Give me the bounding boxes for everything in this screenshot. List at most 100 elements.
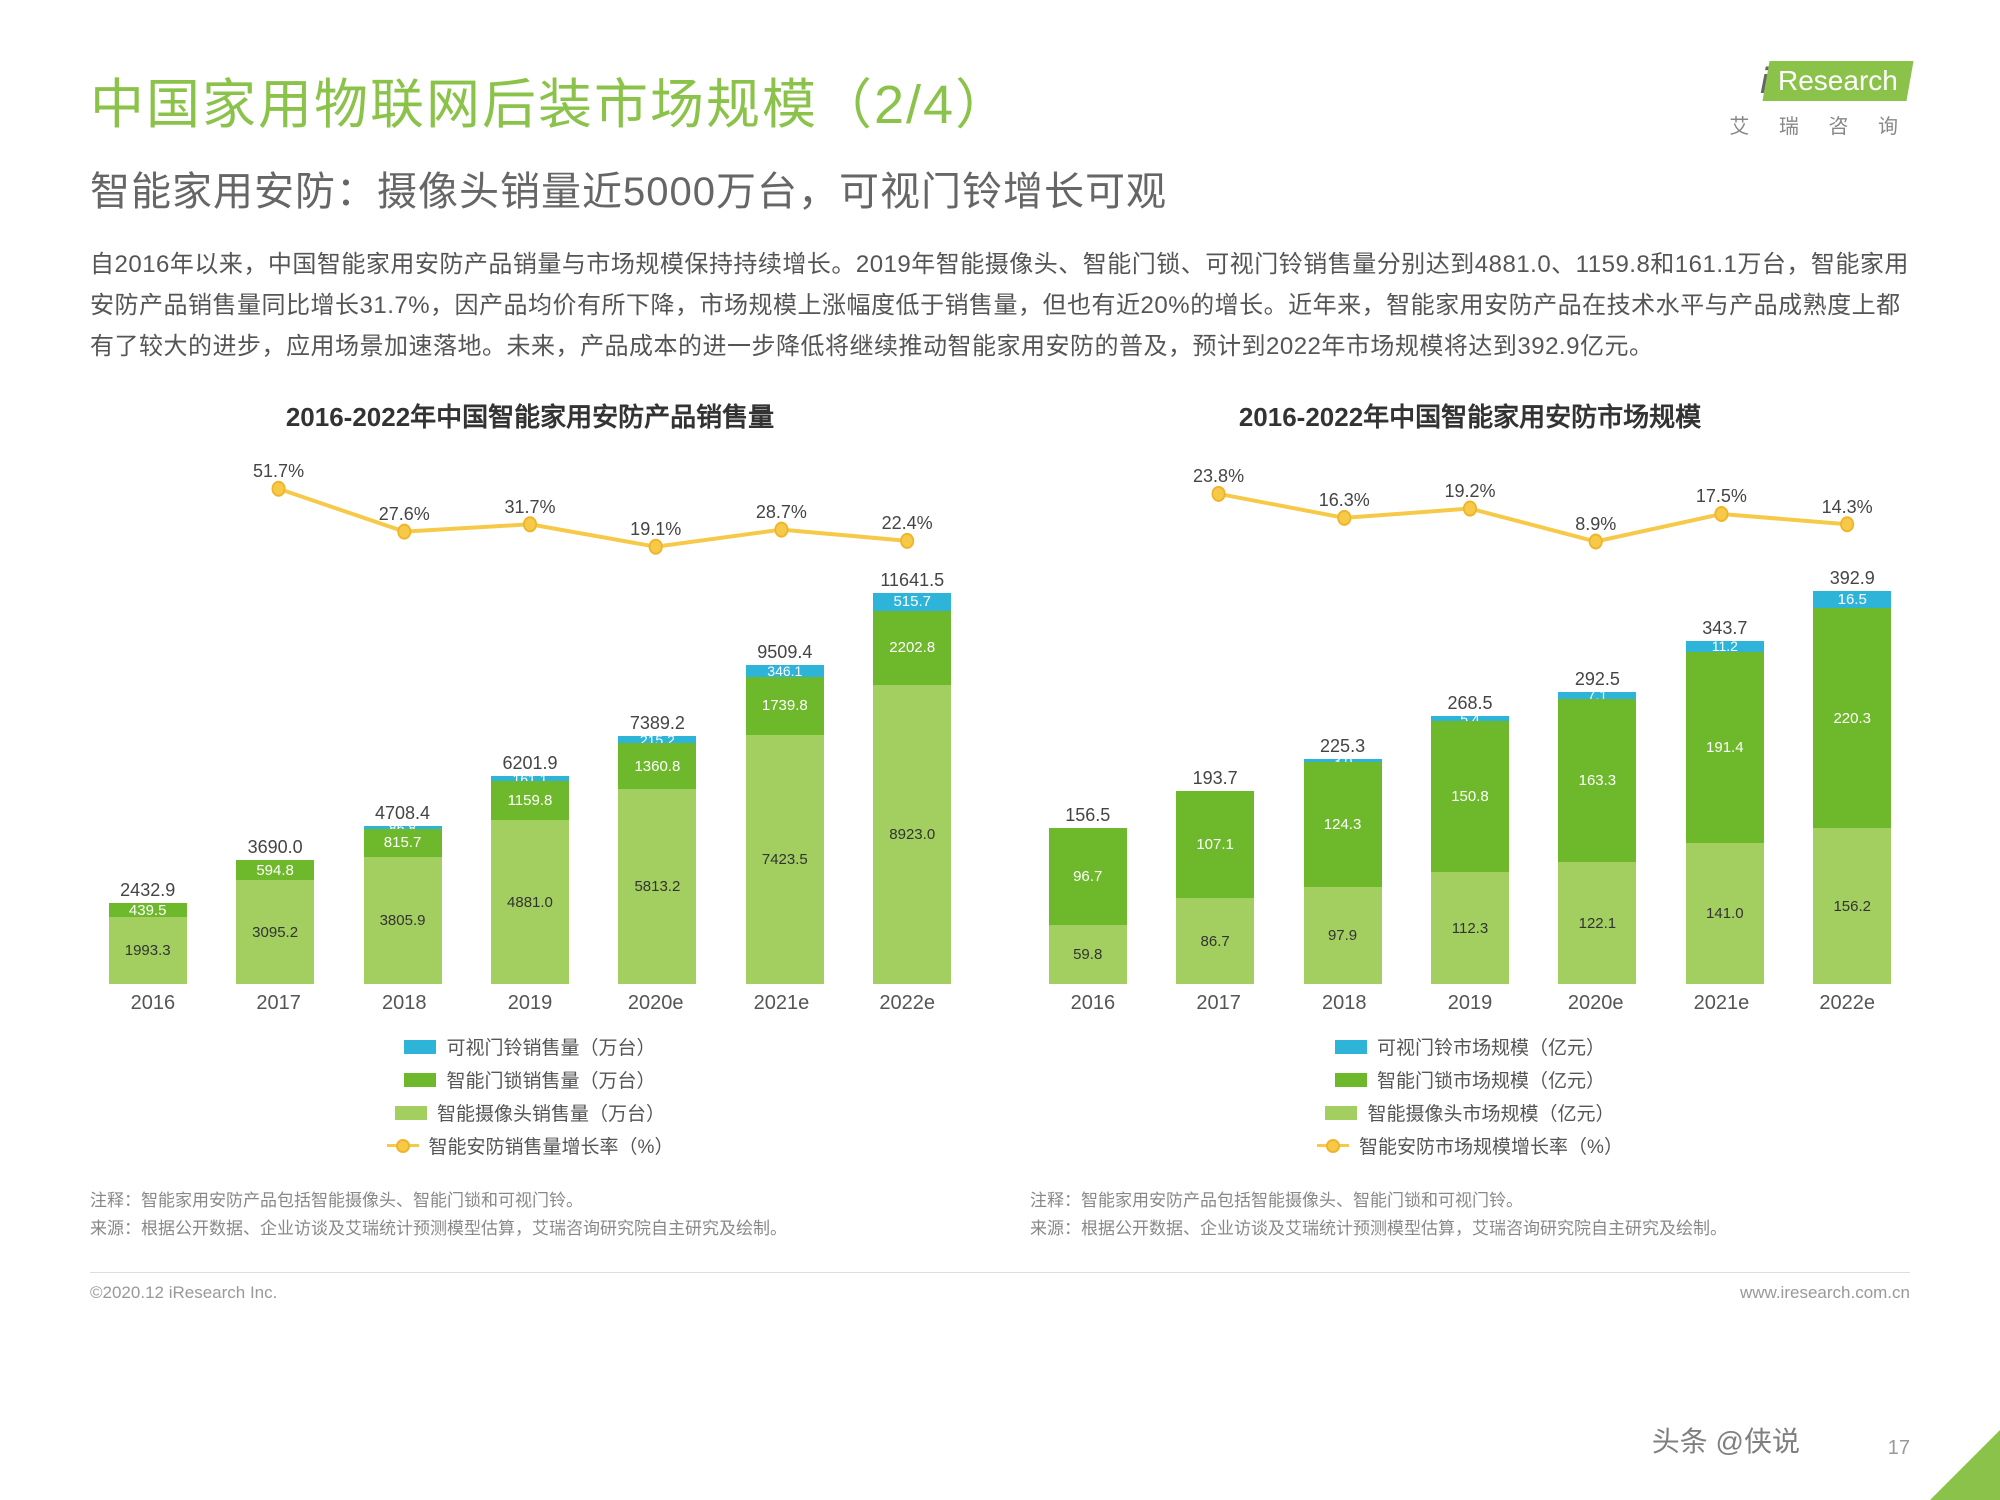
bar-segment: 112.3 bbox=[1431, 872, 1509, 984]
logo: i Research 艾 瑞 咨 询 bbox=[1729, 60, 1910, 139]
bar-stack: 5813.21360.8215.2 bbox=[618, 736, 696, 984]
chart-right-legend: 可视门铃市场规模（亿元） 智能门锁市场规模（亿元） 智能摄像头市场规模（亿元） 智能安… bbox=[1030, 1033, 1910, 1159]
bar-total: 9509.4 bbox=[757, 642, 812, 663]
corner-accent bbox=[1930, 1430, 2000, 1500]
bar-segment: 439.5 bbox=[109, 903, 187, 918]
bar-segment: 11.2 bbox=[1686, 641, 1764, 652]
bar-stack: 8923.02202.8515.7 bbox=[873, 593, 951, 984]
chart-left-legend: 可视门铃销售量（万台） 智能门锁销售量（万台） 智能摄像头销售量（万台） 智能安防销售… bbox=[90, 1033, 970, 1159]
x-tick: 2022e bbox=[1784, 992, 1910, 1015]
legend-item: 智能摄像头市场规模（亿元） bbox=[1325, 1099, 1614, 1126]
x-tick: 2017 bbox=[1156, 992, 1282, 1015]
bar-segment: 3805.9 bbox=[364, 857, 442, 985]
legend-item: 可视门铃市场规模（亿元） bbox=[1335, 1033, 1605, 1060]
bar-stack: 3805.9815.786.8 bbox=[364, 826, 442, 984]
legend-label: 智能摄像头市场规模（亿元） bbox=[1367, 1099, 1614, 1126]
legend-item: 智能门锁销售量（万台） bbox=[404, 1066, 655, 1093]
legend-item: 智能门锁市场规模（亿元） bbox=[1335, 1066, 1605, 1093]
header: 中国家用物联网后装市场规模（2/4） i Research 艾 瑞 咨 询 bbox=[90, 60, 1910, 139]
x-tick: 2022e bbox=[844, 992, 970, 1015]
x-tick: 2016 bbox=[1030, 992, 1156, 1015]
bar-stack: 7423.51739.8346.1 bbox=[746, 665, 824, 985]
bar-stack: 97.9124.33.0 bbox=[1304, 759, 1382, 984]
bar-segment: 2202.8 bbox=[873, 611, 951, 685]
bar-total: 392.9 bbox=[1830, 568, 1875, 589]
legend-line-swatch bbox=[387, 1144, 419, 1147]
bar-total: 3690.0 bbox=[248, 837, 303, 858]
bar-stack: 122.1163.37.1 bbox=[1558, 692, 1636, 984]
legend-label: 可视门铃销售量（万台） bbox=[446, 1033, 655, 1060]
bar-segment: 156.2 bbox=[1813, 828, 1891, 984]
logo-flag: Research bbox=[1763, 61, 1914, 101]
page-number: 17 bbox=[1888, 1437, 1910, 1460]
subtitle: 智能家用安防：摄像头销量近5000万台，可视门铃增长可观 bbox=[90, 159, 1910, 217]
legend-label: 智能门锁销售量（万台） bbox=[446, 1066, 655, 1093]
body-paragraph: 自2016年以来，中国智能家用安防产品销量与市场规模保持持续增长。2019年智能… bbox=[90, 245, 1910, 367]
bar-segment: 141.0 bbox=[1686, 843, 1764, 984]
x-tick: 2021e bbox=[719, 992, 845, 1015]
page-title: 中国家用物联网后装市场规模（2/4） bbox=[90, 60, 1011, 139]
chart-left-title: 2016-2022年中国智能家用安防产品销售量 bbox=[90, 397, 970, 434]
bar-segment: 5813.2 bbox=[618, 789, 696, 984]
bar-segment: 150.8 bbox=[1431, 721, 1509, 872]
chart-left-plot: 2432.91993.3439.53690.03095.2594.84708.4… bbox=[90, 444, 970, 984]
bar-stack: 4881.01159.8161.1 bbox=[491, 776, 569, 984]
legend-item: 智能安防销售量增长率（%） bbox=[387, 1132, 674, 1159]
legend-item: 可视门铃销售量（万台） bbox=[404, 1033, 655, 1060]
chart-left: 2016-2022年中国智能家用安防产品销售量 2432.91993.3439.… bbox=[90, 397, 970, 1241]
bar-segment: 59.8 bbox=[1049, 925, 1127, 985]
x-tick: 2018 bbox=[341, 992, 467, 1015]
bar-segment: 1159.8 bbox=[491, 781, 569, 820]
bar-segment: 86.7 bbox=[1176, 898, 1254, 985]
legend-label: 智能摄像头销售量（万台） bbox=[437, 1099, 665, 1126]
chart-right-notes: 注释：智能家用安防产品包括智能摄像头、智能门锁和可视门铃。来源：根据公开数据、企… bbox=[1030, 1187, 1910, 1241]
x-tick: 2017 bbox=[216, 992, 342, 1015]
chart-right: 2016-2022年中国智能家用安防市场规模 156.559.896.70.01… bbox=[1030, 397, 1910, 1241]
x-tick: 2021e bbox=[1659, 992, 1785, 1015]
bar-total: 11641.5 bbox=[880, 570, 944, 591]
bar-segment: 97.9 bbox=[1304, 887, 1382, 985]
bar-stack: 1993.3439.5 bbox=[109, 903, 187, 985]
x-tick: 2018 bbox=[1281, 992, 1407, 1015]
bar-segment: 1360.8 bbox=[618, 743, 696, 789]
legend-label: 智能安防销售量增长率（%） bbox=[429, 1132, 674, 1159]
bar-segment: 346.1 bbox=[746, 665, 824, 677]
chart-right-plot: 156.559.896.70.0193.786.7107.10.0225.397… bbox=[1030, 444, 1910, 984]
watermark: 头条 @侠说 bbox=[1652, 1420, 1800, 1460]
bar-segment: 191.4 bbox=[1686, 652, 1764, 843]
chart-right-xaxis: 20162017201820192020e2021e2022e bbox=[1030, 992, 1910, 1015]
bar-segment: 515.7 bbox=[873, 593, 951, 610]
bar-segment: 96.7 bbox=[1049, 828, 1127, 925]
legend-swatch bbox=[404, 1073, 436, 1087]
legend-label: 智能安防市场规模增长率（%） bbox=[1359, 1132, 1623, 1159]
bar-segment: 1739.8 bbox=[746, 677, 824, 735]
bar-segment: 7.1 bbox=[1558, 692, 1636, 699]
x-tick: 2019 bbox=[467, 992, 593, 1015]
bar-segment: 220.3 bbox=[1813, 608, 1891, 828]
bar-stack: 3095.2594.8 bbox=[236, 860, 314, 984]
legend-swatch bbox=[1325, 1106, 1357, 1120]
bar-segment: 16.5 bbox=[1813, 591, 1891, 608]
bar-total: 2432.9 bbox=[120, 880, 175, 901]
bar-segment: 163.3 bbox=[1558, 699, 1636, 862]
bar-segment: 107.1 bbox=[1176, 791, 1254, 898]
legend-label: 智能门锁市场规模（亿元） bbox=[1377, 1066, 1605, 1093]
bar-stack: 156.2220.316.5 bbox=[1813, 591, 1891, 984]
bar-segment: 122.1 bbox=[1558, 862, 1636, 984]
legend-label: 可视门铃市场规模（亿元） bbox=[1377, 1033, 1605, 1060]
footer: ©2020.12 iResearch Inc. www.iresearch.co… bbox=[90, 1272, 1910, 1303]
bar-stack: 86.7107.10.0 bbox=[1176, 791, 1254, 985]
legend-item: 智能摄像头销售量（万台） bbox=[395, 1099, 665, 1126]
legend-swatch bbox=[395, 1106, 427, 1120]
x-tick: 2020e bbox=[1533, 992, 1659, 1015]
bar-segment: 4881.0 bbox=[491, 820, 569, 984]
legend-swatch bbox=[1335, 1040, 1367, 1054]
legend-line-swatch bbox=[1317, 1144, 1349, 1147]
x-tick: 2019 bbox=[1407, 992, 1533, 1015]
logo-subtitle: 艾 瑞 咨 询 bbox=[1729, 110, 1910, 139]
bar-stack: 141.0191.411.2 bbox=[1686, 641, 1764, 985]
bar-stack: 112.3150.85.4 bbox=[1431, 716, 1509, 984]
bar-segment: 8923.0 bbox=[873, 685, 951, 985]
chart-left-xaxis: 20162017201820192020e2021e2022e bbox=[90, 992, 970, 1015]
bar-total: 343.7 bbox=[1702, 618, 1747, 639]
